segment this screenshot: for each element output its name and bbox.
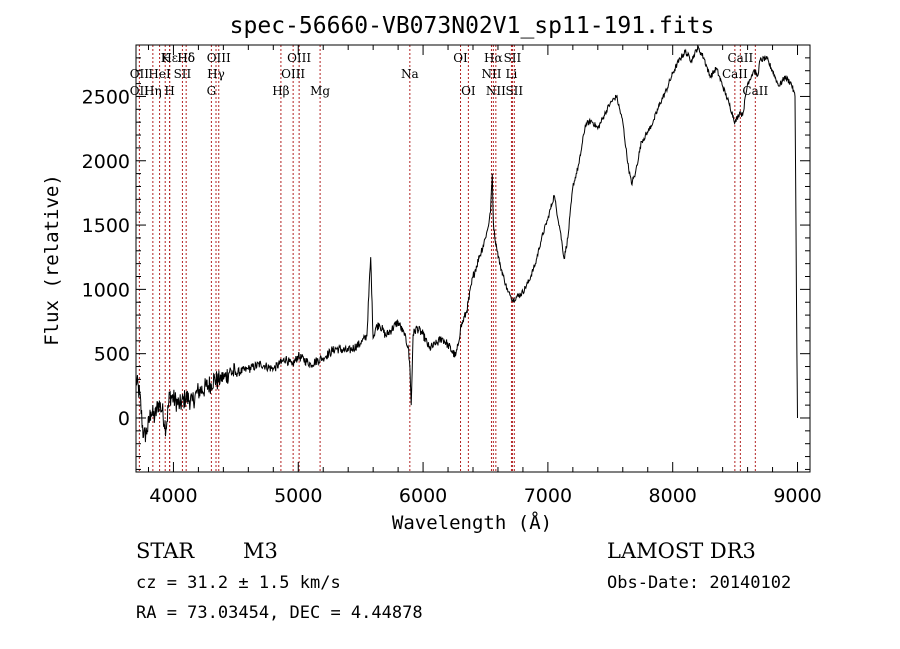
coordinates-text: RA = 73.03454, DEC = 4.44878 xyxy=(136,603,423,623)
x-tick-label: 7000 xyxy=(524,485,572,507)
line-marker-label: HeI xyxy=(148,67,171,81)
line-marker-label: OIII xyxy=(281,67,305,81)
line-marker-label: K xyxy=(161,51,171,65)
y-tick-label: 1000 xyxy=(82,279,130,301)
series-layer xyxy=(135,45,798,443)
line-marker-label: OIII xyxy=(207,51,231,65)
line-marker-label: G xyxy=(207,84,217,98)
x-axis: 4000 5000 6000 7000 8000 9000 xyxy=(147,45,822,507)
line-marker-label: OIII xyxy=(287,51,311,65)
chart-title: spec-56660-VB073N02V1_sp11-191.fits xyxy=(230,13,715,39)
x-tick-label: 4000 xyxy=(149,485,197,507)
line-marker-label: SII xyxy=(174,67,192,81)
y-axis: 0 500 1000 1500 2000 2500 xyxy=(82,57,810,470)
line-marker-label: Hβ xyxy=(272,84,289,98)
y-tick-label: 1500 xyxy=(82,215,130,237)
y-tick-label: 2000 xyxy=(82,151,130,173)
line-marker-label: Hη xyxy=(144,84,162,98)
x-axis-label: Wavelength (Å) xyxy=(392,511,552,534)
line-marker-label: Na xyxy=(401,67,419,81)
plot-frame xyxy=(135,44,811,473)
line-marker-label: NII xyxy=(486,84,506,98)
line-marker-label: H xyxy=(164,84,174,98)
y-tick-label: 500 xyxy=(94,344,130,366)
line-marker-label: CaII xyxy=(722,67,748,81)
line-marker-label: SII xyxy=(505,84,523,98)
survey-name: LAMOST DR3 xyxy=(607,539,756,563)
series-flux-line xyxy=(135,45,798,443)
line-marker-label: CaII xyxy=(727,51,753,65)
line-markers xyxy=(138,45,756,472)
line-marker-label: NII xyxy=(481,67,501,81)
x-tick-label: 9000 xyxy=(773,485,821,507)
line-marker-label: OI xyxy=(453,51,468,65)
line-marker-label: Mg xyxy=(310,84,330,98)
x-tick-label: 5000 xyxy=(274,485,322,507)
obs-date-text: Obs-Date: 20140102 xyxy=(607,573,792,593)
object-subclass: M3 xyxy=(243,539,278,563)
x-tick-label: 8000 xyxy=(649,485,697,507)
line-marker-label: OI xyxy=(461,84,476,98)
line-marker-label: SII xyxy=(504,51,522,65)
y-tick-label: 0 xyxy=(118,408,130,430)
redshift-text: cz = 31.2 ± 1.5 km/s xyxy=(136,573,341,593)
line-marker-label: Hδ xyxy=(177,51,195,65)
x-tick-label: 6000 xyxy=(399,485,447,507)
line-marker-label: OII xyxy=(130,84,150,98)
y-tick-label: 2500 xyxy=(82,86,130,108)
line-marker-label: Hα xyxy=(484,51,503,65)
line-marker-label: Hδ xyxy=(177,51,195,65)
line-marker-label: OII xyxy=(130,67,150,81)
y-axis-label: Flux (relative) xyxy=(41,174,63,346)
line-marker-label: Hγ xyxy=(207,67,225,81)
line-marker-label: CaII xyxy=(742,84,768,98)
line-marker-label: Li xyxy=(506,67,518,81)
object-class: STAR xyxy=(136,539,195,563)
